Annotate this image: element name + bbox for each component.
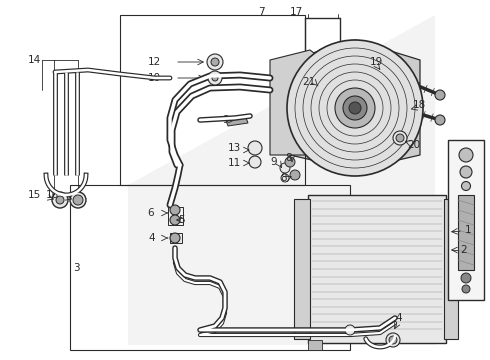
Circle shape [170, 233, 180, 243]
Circle shape [249, 156, 261, 168]
Bar [168, 207, 183, 225]
Circle shape [349, 102, 361, 114]
Circle shape [393, 131, 407, 145]
Circle shape [73, 195, 83, 205]
Text: 18: 18 [413, 100, 426, 110]
Circle shape [52, 192, 68, 208]
Circle shape [170, 205, 180, 215]
Text: 1: 1 [465, 225, 472, 235]
Text: 17: 17 [290, 7, 303, 17]
Text: 21: 21 [302, 77, 315, 87]
Text: 6: 6 [147, 208, 154, 218]
Text: 7: 7 [258, 7, 265, 17]
Text: 9: 9 [222, 115, 229, 125]
Text: 16: 16 [46, 190, 59, 200]
Bar [444, 199, 458, 339]
Bar [170, 233, 182, 243]
Bar [308, 195, 446, 343]
Bar [70, 185, 350, 350]
Circle shape [287, 40, 423, 176]
Polygon shape [308, 340, 322, 350]
Circle shape [290, 170, 300, 180]
Circle shape [208, 71, 222, 85]
Circle shape [435, 115, 445, 125]
Text: 5: 5 [178, 215, 185, 225]
Text: 10: 10 [148, 73, 161, 83]
Bar [458, 195, 474, 270]
Text: 4: 4 [148, 233, 155, 243]
Circle shape [211, 58, 219, 66]
Text: 2: 2 [460, 245, 466, 255]
Circle shape [386, 333, 400, 347]
Circle shape [460, 166, 472, 178]
Polygon shape [270, 50, 330, 155]
Text: 12: 12 [148, 57, 161, 67]
Circle shape [212, 75, 218, 81]
Circle shape [462, 285, 470, 293]
Circle shape [462, 181, 470, 190]
Polygon shape [225, 115, 248, 126]
Text: 9: 9 [270, 157, 277, 167]
Circle shape [389, 336, 397, 344]
Circle shape [343, 96, 367, 120]
Text: 8: 8 [285, 153, 292, 163]
Circle shape [170, 215, 180, 225]
Text: 20: 20 [407, 140, 420, 150]
Text: 14: 14 [28, 55, 41, 65]
Polygon shape [290, 40, 420, 170]
Text: 8: 8 [280, 173, 287, 183]
Text: 3: 3 [73, 263, 80, 273]
Circle shape [285, 157, 295, 167]
Text: 4: 4 [395, 313, 402, 323]
Circle shape [459, 148, 473, 162]
Circle shape [461, 273, 471, 283]
Circle shape [345, 325, 355, 335]
Bar [448, 140, 484, 300]
Text: 15: 15 [28, 190, 41, 200]
Circle shape [56, 196, 64, 204]
Text: 13: 13 [228, 143, 241, 153]
Circle shape [70, 192, 86, 208]
Circle shape [280, 163, 290, 173]
Circle shape [207, 54, 223, 70]
Text: 19: 19 [370, 57, 383, 67]
Circle shape [248, 141, 262, 155]
Circle shape [435, 90, 445, 100]
Circle shape [396, 134, 404, 142]
Bar [120, 15, 305, 185]
Circle shape [335, 88, 375, 128]
Text: 11: 11 [228, 158, 241, 168]
Polygon shape [128, 15, 435, 345]
Circle shape [281, 174, 289, 182]
Bar [294, 199, 310, 339]
